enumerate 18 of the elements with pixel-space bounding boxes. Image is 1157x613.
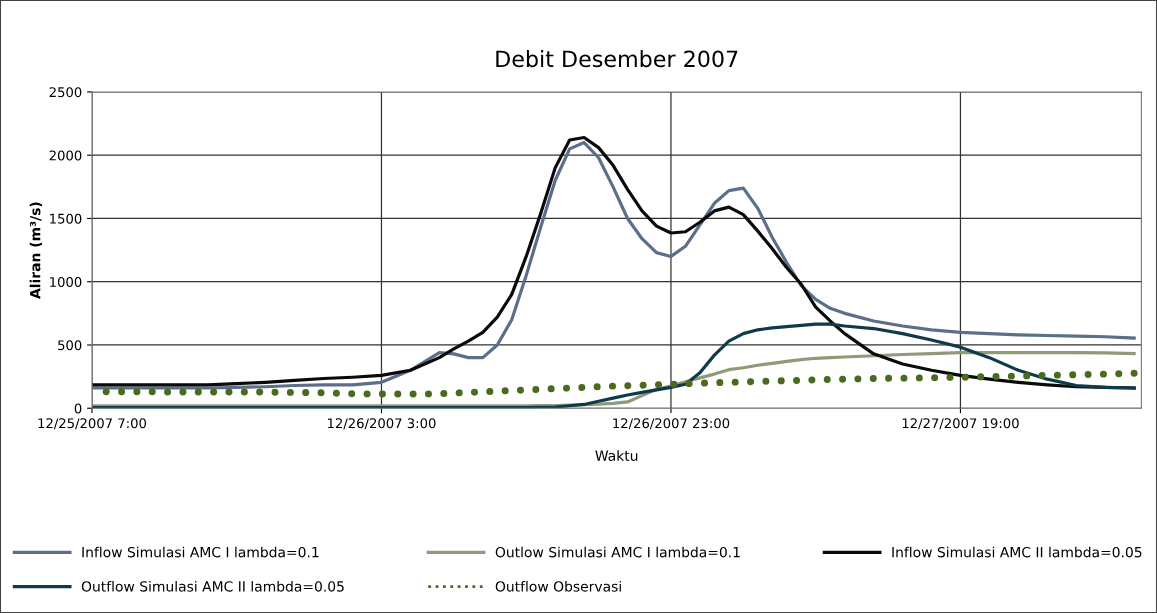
x-axis-title: Waktu bbox=[595, 450, 638, 461]
legend-label: Outlow Simulasi AMC I lambda=0.1 bbox=[495, 546, 740, 558]
legend-label: Outflow Observasi bbox=[495, 580, 621, 592]
y-axis-title: Aliran (m³/s) bbox=[29, 202, 43, 299]
y-tick-label: 2000 bbox=[49, 150, 82, 161]
y-tick-label: 500 bbox=[58, 340, 82, 351]
legend-label: Inflow Simulasi AMC II lambda=0.05 bbox=[892, 546, 1142, 558]
y-tick-label: 1500 bbox=[50, 213, 82, 224]
legend-label: Inflow Simulasi AMC I lambda=0.1 bbox=[82, 546, 319, 558]
legend-label: Outflow Simulasi AMC II lambda=0.05 bbox=[81, 580, 344, 592]
chart-title: Debit Desember 2007 bbox=[496, 50, 738, 68]
x-tick-label: 12/26/2007 23:00 bbox=[613, 418, 730, 430]
y-tick-label: 2500 bbox=[49, 87, 82, 98]
x-tick-label: 12/25/2007 7:00 bbox=[38, 418, 147, 430]
x-tick-label: 12/27/2007 19:00 bbox=[902, 418, 1019, 430]
y-tick-label: 0 bbox=[74, 403, 82, 414]
y-tick-label: 1000 bbox=[50, 276, 82, 287]
x-tick-label: 12/26/2007 3:00 bbox=[327, 418, 436, 430]
